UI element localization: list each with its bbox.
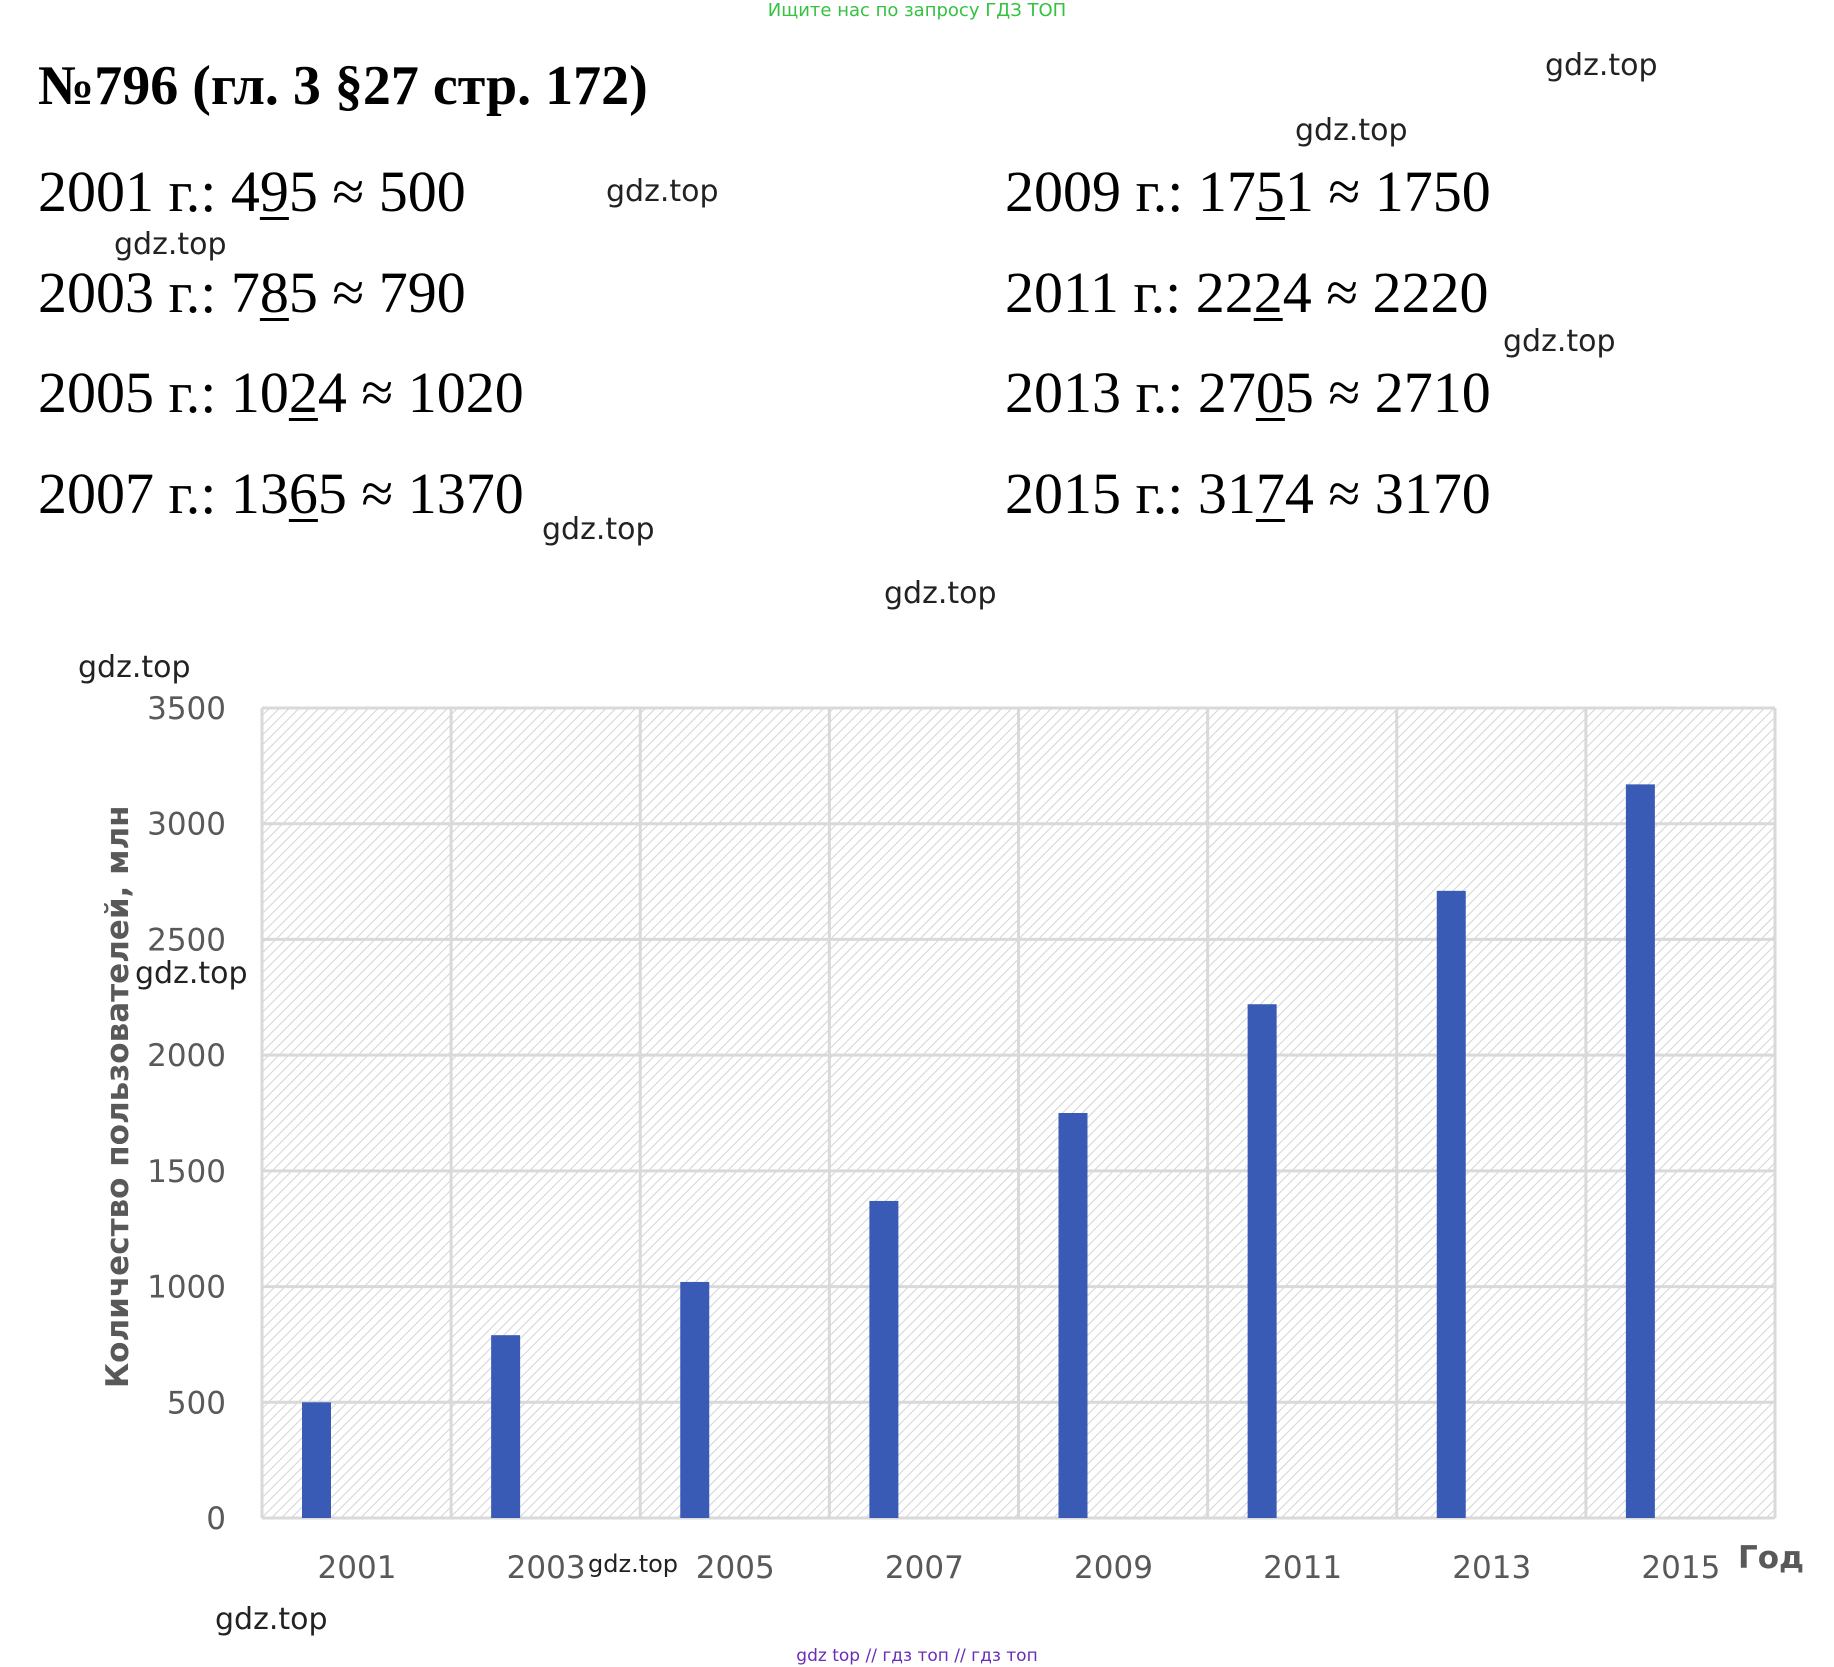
footer-banner: gdz top // гдз топ // гдз топ (796, 1646, 1038, 1666)
watermark: gdz.top (1545, 48, 1658, 83)
bar-2015 (1625, 784, 1655, 1518)
x-tick-label: 2013 (1452, 1550, 1531, 1586)
bar-2001 (302, 1402, 331, 1518)
item-2003: 2003 г.: 785 ≈ 790 (38, 260, 466, 325)
x-axis-title: Год (1738, 1540, 1804, 1576)
item-2013: 2013 г.: 2705 ≈ 2710 (1005, 360, 1491, 425)
y-tick-label: 2500 (147, 922, 226, 958)
watermark: gdz.top (114, 227, 227, 262)
x-tick-label: 2011 (1263, 1550, 1342, 1586)
x-tick-label: 2001 (318, 1550, 397, 1586)
bar-2007 (869, 1200, 899, 1518)
bar-chart: 0 500 1000 1500 2000 2500 3000 3500 2001 2003 200… (100, 691, 1804, 1586)
watermark: gdz.top (884, 576, 997, 611)
item-2001: 2001 г.: 495 ≈ 500 (38, 159, 466, 224)
item-2011: 2011 г.: 2224 ≈ 2220 (1005, 260, 1489, 325)
watermark: gdz.top (135, 956, 248, 991)
bar-2013 (1436, 890, 1466, 1518)
x-tick-label: 2015 (1641, 1550, 1720, 1586)
watermark: gdz.top (542, 512, 655, 547)
bar-2005 (680, 1281, 710, 1518)
watermark: gdz.top (78, 650, 191, 685)
item-2009: 2009 г.: 1751 ≈ 1750 (1005, 159, 1491, 224)
watermark: gdz.top (1503, 324, 1616, 359)
x-tick-label: 2009 (1074, 1550, 1153, 1586)
item-2007: 2007 г.: 1365 ≈ 1370 (38, 461, 524, 526)
item-2015: 2015 г.: 3174 ≈ 3170 (1005, 461, 1491, 526)
y-axis-title: Количество пользователей, млн (100, 805, 136, 1388)
bar-2003 (491, 1335, 521, 1518)
y-tick-label: 0 (206, 1501, 226, 1537)
page-title: №796 (гл. 3 §27 стр. 172) (38, 55, 648, 117)
bar-2009 (1058, 1113, 1088, 1518)
y-tick-label: 3500 (147, 691, 226, 727)
bar-2011 (1247, 1004, 1277, 1518)
y-tick-label: 500 (167, 1385, 226, 1421)
x-tick-label: 2005 (696, 1550, 775, 1586)
top-banner: Ищите нас по запросу ГДЗ ТОП (767, 0, 1067, 21)
watermark: gdz.top (606, 174, 719, 209)
y-tick-label: 2000 (147, 1038, 226, 1074)
watermark: gdz.top (1295, 113, 1408, 148)
y-tick-label: 1500 (147, 1154, 226, 1190)
x-tick-label: 2003 (507, 1550, 586, 1586)
watermark: gdz.top (215, 1602, 328, 1637)
y-tick-label: 1000 (147, 1270, 226, 1306)
y-tick-label: 3000 (147, 807, 226, 843)
x-tick-label: 2007 (885, 1550, 964, 1586)
watermark: gdz.top (588, 1550, 679, 1578)
item-2005: 2005 г.: 1024 ≈ 1020 (38, 360, 524, 425)
